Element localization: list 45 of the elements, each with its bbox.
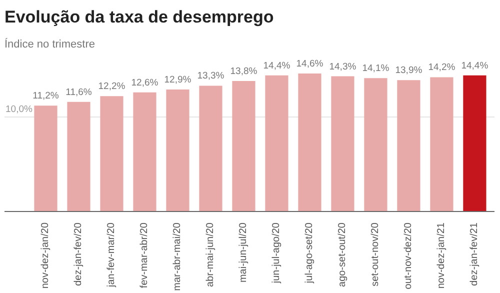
- chart-title: Evolução da taxa de desemprego: [4, 8, 274, 26]
- bar: [430, 77, 454, 212]
- x-tick-label: dez-jan-fev/20: [73, 222, 84, 286]
- x-tick-label: mar-abr-mai/20: [172, 222, 184, 291]
- bar: [133, 92, 156, 212]
- x-tick-label: jul-ago-set/20: [304, 222, 316, 284]
- data-label: 12,6%: [131, 77, 159, 88]
- data-label: 14,3%: [329, 61, 357, 72]
- data-label: 12,2%: [98, 81, 126, 92]
- x-tick-label: jun-jul-ago/20: [271, 222, 282, 284]
- bar: [67, 102, 90, 212]
- x-tick-label: nov-dez-jan/21: [436, 222, 448, 289]
- data-label: 13,8%: [230, 66, 258, 78]
- x-tick-label: ago-set-out/20: [337, 222, 348, 287]
- bar: [34, 106, 58, 212]
- bar: [298, 73, 322, 212]
- ref-line-label: 10,0%: [6, 104, 33, 115]
- data-label: 11,6%: [66, 86, 92, 98]
- x-tick-label: mai-jun-jul/20: [238, 222, 250, 283]
- bar: [166, 90, 190, 212]
- data-label: 14,6%: [296, 58, 324, 70]
- x-tick-label: nov-dez-jan/20: [40, 222, 52, 289]
- x-tick-label: jan-fev-mar/20: [106, 222, 118, 288]
- bar: [397, 80, 420, 212]
- data-label: 11,2%: [32, 90, 60, 102]
- bar: [232, 81, 256, 212]
- x-tick-label: fev-mar-abr/20: [139, 222, 150, 288]
- data-label: 13,9%: [395, 65, 423, 76]
- x-tick-label: set-out-nov/20: [370, 222, 382, 286]
- data-label: 13,3%: [197, 70, 225, 82]
- bar: [331, 76, 354, 212]
- bar: [265, 75, 288, 212]
- data-label: 12,9%: [164, 74, 192, 86]
- bar: [364, 78, 388, 212]
- x-tick-label: out-nov-dez/20: [403, 222, 414, 290]
- bar: [463, 75, 486, 212]
- x-tick-label: abr-mai-jun/20: [205, 222, 216, 287]
- data-label: 14,2%: [428, 62, 456, 74]
- data-label: 14,4%: [263, 60, 291, 72]
- bar: [100, 96, 124, 212]
- bar: [199, 86, 222, 212]
- data-label: 14,4%: [461, 60, 489, 72]
- x-tick-label: dez-jan-fev/21: [469, 222, 480, 286]
- data-label: 14,1%: [362, 63, 390, 74]
- chart-subtitle: Índice no trimestre: [4, 38, 95, 50]
